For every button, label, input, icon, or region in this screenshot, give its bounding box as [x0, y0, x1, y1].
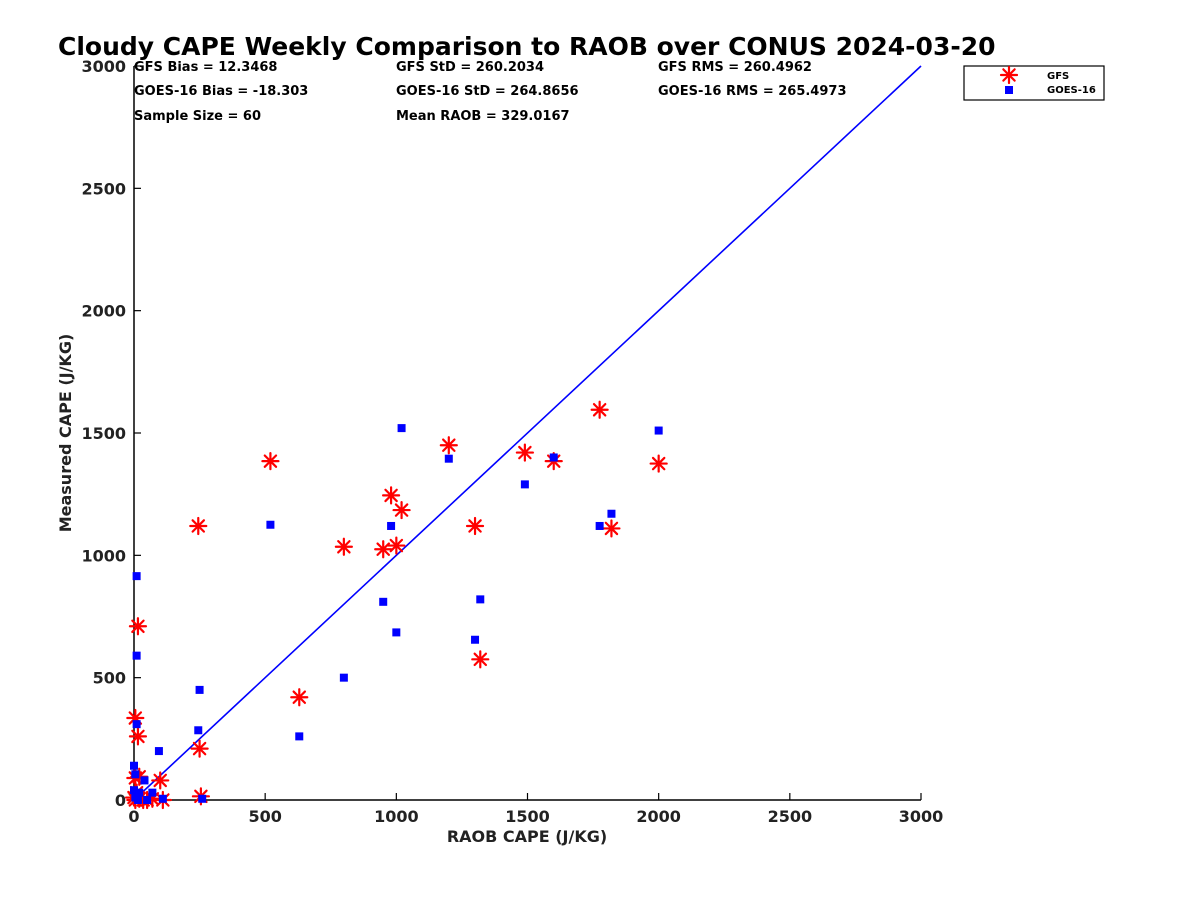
gfs-point	[128, 617, 148, 636]
gfs-point	[649, 454, 668, 473]
goes16-point	[595, 521, 604, 530]
legend-goes-label: GOES-16	[1047, 85, 1096, 96]
gfs-point	[128, 727, 148, 746]
gfs-point	[471, 650, 490, 669]
gfs-point	[392, 500, 411, 520]
gfs-point	[151, 771, 170, 790]
goes16-point	[520, 480, 529, 489]
goes16-point	[654, 426, 663, 435]
stat-gfs-bias: GFS Bias = 12.3468	[134, 60, 277, 75]
gfs-point	[439, 436, 458, 455]
goes16-point	[132, 720, 141, 729]
x-tick-label: 500	[248, 807, 281, 826]
goes16-point	[295, 732, 304, 741]
gfs-point	[374, 540, 393, 559]
y-tick-label: 1000	[81, 546, 126, 565]
gfs-point	[189, 516, 208, 536]
goes16-point	[476, 595, 485, 604]
data-points	[124, 400, 668, 810]
gfs-point	[334, 537, 353, 556]
x-tick-label: 1500	[505, 807, 550, 826]
one-to-one-line	[133, 65, 922, 801]
series-gfs	[124, 400, 668, 810]
gfs-point	[261, 452, 280, 471]
legend-goes-square	[1005, 86, 1013, 94]
goes16-point	[444, 454, 453, 463]
stat-mean-raob: Mean RAOB = 329.0167	[396, 109, 570, 124]
chart-title: Cloudy CAPE Weekly Comparison to RAOB ov…	[58, 32, 996, 61]
legend-gfs-label: GFS	[1047, 71, 1069, 82]
y-axis-label: Measured CAPE (J/KG)	[56, 334, 75, 533]
legend-gfs-marker	[999, 65, 1019, 85]
gfs-point	[515, 443, 534, 462]
goes16-point	[130, 761, 138, 770]
goes16-point	[132, 651, 141, 660]
stat-goes-std: GOES-16 StD = 264.8656	[396, 84, 579, 99]
stat-goes-rms: GOES-16 RMS = 265.4973	[658, 84, 847, 99]
x-tick-label: 2000	[636, 807, 681, 826]
gfs-point	[190, 739, 209, 758]
y-tick-label: 3000	[81, 57, 126, 76]
stat-gfs-std: GFS StD = 260.2034	[396, 60, 544, 75]
goes16-point	[198, 794, 207, 803]
legend: GFS GOES-16	[963, 65, 1105, 101]
legend-gfs-asterisk	[999, 65, 1019, 85]
goes16-point	[549, 453, 558, 462]
gfs-point	[381, 486, 401, 505]
goes16-point	[607, 509, 616, 518]
goes16-point	[135, 788, 144, 797]
y-tick-label: 2500	[81, 179, 126, 198]
x-tick-label: 2500	[768, 807, 813, 826]
goes16-point	[194, 726, 203, 735]
goes16-point	[131, 793, 140, 802]
goes16-point	[266, 520, 275, 529]
goes16-point	[130, 786, 138, 795]
goes16-point	[158, 794, 167, 803]
gfs-point	[387, 536, 406, 555]
series-goes-16	[130, 424, 663, 804]
goes16-point	[339, 673, 348, 682]
one-to-one-reference-line	[133, 65, 922, 801]
y-tick-label: 0	[115, 791, 126, 810]
goes16-point	[392, 628, 401, 637]
stat-gfs-rms: GFS RMS = 260.4962	[658, 60, 812, 75]
goes16-point	[397, 424, 406, 433]
gfs-point	[602, 519, 621, 538]
goes16-point	[387, 521, 396, 530]
gfs-point	[590, 400, 609, 419]
goes16-point	[131, 770, 140, 779]
legend-goes-marker	[1005, 86, 1013, 94]
x-axis-label: RAOB CAPE (J/KG)	[447, 827, 607, 846]
stat-sample-size: Sample Size = 60	[134, 109, 261, 124]
goes16-point	[195, 685, 204, 694]
stats-block: GFS Bias = 12.3468 GFS StD = 260.2034 GF…	[134, 60, 847, 124]
goes16-point	[148, 788, 157, 797]
stat-goes-bias: GOES-16 Bias = -18.303	[134, 84, 308, 99]
goes16-point	[132, 572, 141, 581]
axes: 0 500 1000 1500 2000 2500 3000 0 500 1000 1500 2000…	[81, 57, 943, 826]
goes16-point	[471, 635, 480, 644]
gfs-point	[290, 688, 309, 707]
legend-box	[963, 65, 1105, 101]
goes16-point	[140, 776, 149, 785]
y-tick-label: 2000	[81, 302, 126, 321]
goes16-point	[154, 747, 163, 756]
gfs-point	[465, 516, 485, 536]
x-tick-label: 1000	[374, 807, 419, 826]
goes16-point	[379, 597, 388, 606]
y-tick-label: 500	[93, 669, 126, 688]
x-tick-label: 3000	[899, 807, 944, 826]
goes16-point	[143, 796, 152, 804]
x-tick-label: 0	[128, 807, 139, 826]
y-tick-label: 1500	[81, 424, 126, 443]
